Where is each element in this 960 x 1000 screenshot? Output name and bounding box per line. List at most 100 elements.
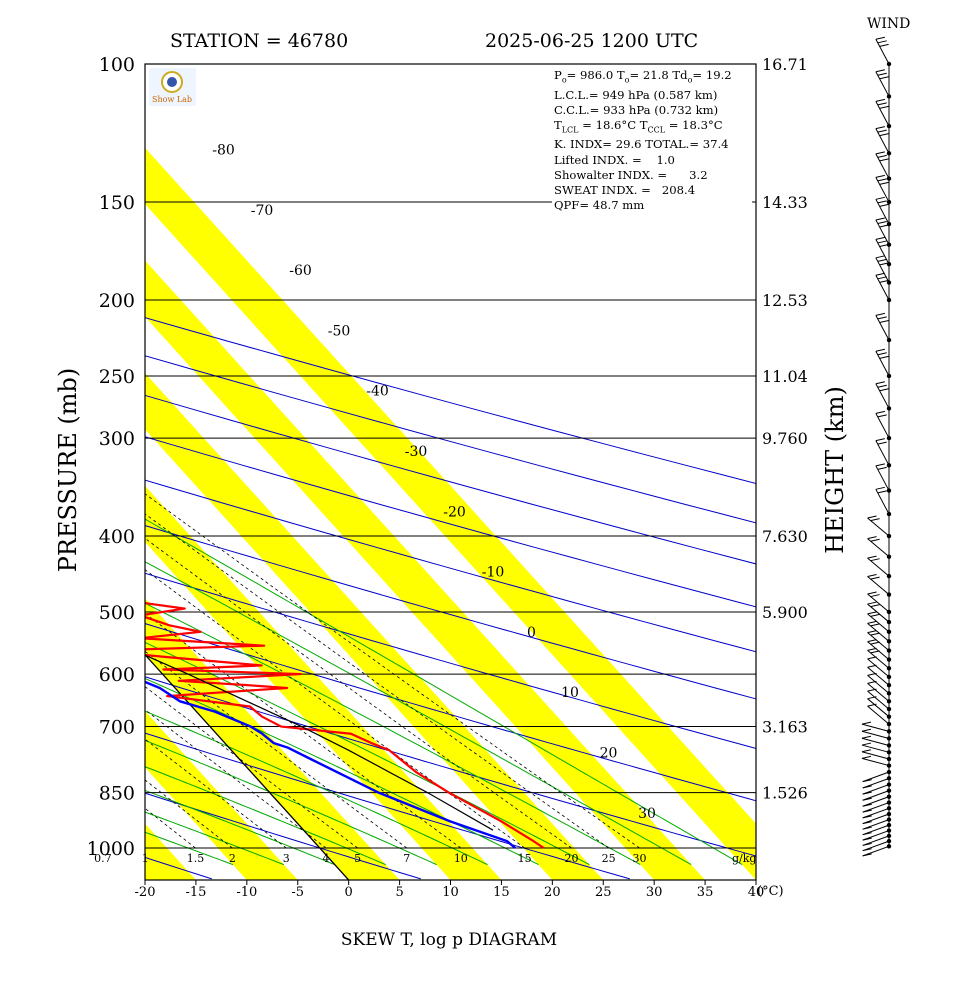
height-tick-label: 7.630 <box>762 527 808 546</box>
wind-barb-flag <box>870 641 880 645</box>
wind-barb-flag <box>879 279 889 283</box>
wind-barb-flag <box>875 126 885 130</box>
wind-barb-flag <box>867 647 877 651</box>
pressure-tick-label: 400 <box>99 526 135 548</box>
wind-barb-shaft <box>862 790 890 801</box>
sweat-row: SWEAT INDX. = 208.4 <box>554 183 696 198</box>
moist-adiabat <box>145 602 641 866</box>
mixing-ratio-label: 3 <box>283 852 290 865</box>
dry-adiabat <box>145 676 756 857</box>
wind-barb-shaft <box>875 257 890 283</box>
wind-barb-flag <box>867 630 877 634</box>
wind-barb-shaft <box>867 603 890 623</box>
wind-barb-shaft <box>867 622 890 642</box>
wind-barb-flag <box>870 650 880 654</box>
wind-barb-flag <box>879 133 889 137</box>
wind-barb-flag <box>875 217 885 221</box>
wind-barb-shaft <box>867 674 890 694</box>
mixing-ratio-line <box>145 738 287 849</box>
temp-unit-label: (°C) <box>757 884 784 899</box>
wind-barb-shaft <box>862 824 890 836</box>
wind-barb-flag <box>877 316 887 320</box>
temperature-ticks: -20 -15 -10 -5 0 5 10 15 20 25 30 35 40 <box>135 880 764 900</box>
wind-barb-shaft <box>875 219 890 245</box>
mixing-ratio-label: 25 <box>602 852 616 865</box>
wind-barb-flag <box>867 680 877 684</box>
lcl-row: L.C.L.= 949 hPa (0.587 km) <box>554 87 718 102</box>
station-logo: Show Lab <box>149 68 196 106</box>
wind-barb-flag <box>861 728 872 732</box>
height-tick-label: 1.526 <box>762 784 808 803</box>
wind-barb-flag <box>862 848 872 852</box>
wind-barb-flag <box>879 262 889 266</box>
wind-barb-shaft <box>867 613 890 633</box>
wind-barb-shaft <box>875 71 890 97</box>
diagram-title: SKEW T, log p DIAGRAM <box>341 930 557 950</box>
temp-tick-label: 10 <box>442 885 459 900</box>
isotherm-band <box>145 373 604 880</box>
isotherm-band <box>145 485 502 880</box>
wind-barb-shaft <box>861 737 890 746</box>
wind-barb-shaft <box>861 730 890 739</box>
qpf-row: QPF= 48.7 mm <box>554 198 645 213</box>
pressure-tick-label: 250 <box>99 366 135 388</box>
wind-barb-shaft <box>867 576 890 595</box>
isotherm-label: 10 <box>561 685 579 701</box>
wind-barb-flag <box>870 576 880 580</box>
wind-barb-flag <box>879 355 889 359</box>
wind-barb-shaft <box>861 744 890 753</box>
height-tick-label: 3.163 <box>762 718 808 737</box>
wind-barb-flag <box>867 591 877 595</box>
wind-barb-flag <box>870 594 880 598</box>
isotherm-label: -30 <box>405 444 428 460</box>
isotherm-band <box>145 823 196 880</box>
pressure-tick-label: 850 <box>99 783 135 805</box>
wind-barb-flag <box>879 181 889 185</box>
wind-barb-flag <box>862 826 872 830</box>
zero-isotherm-line <box>145 653 350 880</box>
wind-barb-flag <box>867 555 877 559</box>
pressure-ticks: 100 150 200 250 300 400 500 600 700 850 1000 <box>87 54 135 860</box>
temp-tick-label: 0 <box>345 885 353 900</box>
wind-barb-shaft <box>862 784 890 795</box>
wind-barb-shaft <box>875 177 890 203</box>
dry-adiabat <box>145 732 630 880</box>
wind-barb-flag <box>875 36 885 40</box>
wind-barb-flag <box>875 272 885 276</box>
pressure-tick-label: 300 <box>99 428 135 450</box>
wind-barb-flag <box>879 243 889 247</box>
isotherm-label: -70 <box>251 203 274 219</box>
mixing-ratio-line <box>145 709 327 849</box>
wind-barb-flag <box>867 688 877 692</box>
isotherm-band <box>0 47 19 911</box>
dry-adiabat <box>145 355 756 524</box>
isotherm-label: -60 <box>289 263 312 279</box>
wind-barb-flag <box>862 809 872 813</box>
wind-barb-flag <box>867 672 877 676</box>
wind-barb-flag <box>867 611 877 615</box>
wind-barb-flag <box>875 410 885 414</box>
height-ticks: 16.71 14.33 12.53 11.04 9.760 7.630 5.900 3.163… <box>762 55 808 803</box>
isotherm-label: -80 <box>212 142 235 158</box>
pressure-tick-label: 150 <box>99 192 135 214</box>
isotherm-bands <box>0 47 756 911</box>
isotherm-label: -20 <box>443 504 466 520</box>
moist-adiabat <box>145 739 437 866</box>
ccl-row: C.C.L.= 933 hPa (0.732 km) <box>554 102 719 117</box>
mixing-ratio-labels: 0.7 1 1.5 2 3 4 5 7 10 15 20 25 30 g/kg <box>94 852 756 865</box>
wind-barb-flag <box>862 803 872 807</box>
mixing-ratio-label: 30 <box>633 852 647 865</box>
surface-row: Po= 986.0 To= 21.8 Tdo= 19.2 <box>554 68 732 85</box>
wind-barb-flag <box>877 441 887 445</box>
wind-barb-flag <box>867 515 877 519</box>
dry-adiabat <box>145 792 421 880</box>
temperature-curve <box>145 601 545 849</box>
height-tick-label: 9.760 <box>762 429 808 448</box>
wind-barb-flag <box>877 178 887 182</box>
wind-barb-flag <box>877 384 887 388</box>
wind-barb-flag <box>862 837 872 841</box>
isotherm-label: -10 <box>482 565 505 581</box>
showalter-row: Showalter INDX. = 3.2 <box>554 167 708 182</box>
wind-barb-flag <box>867 696 877 700</box>
pressure-tick-label: 500 <box>99 602 135 624</box>
